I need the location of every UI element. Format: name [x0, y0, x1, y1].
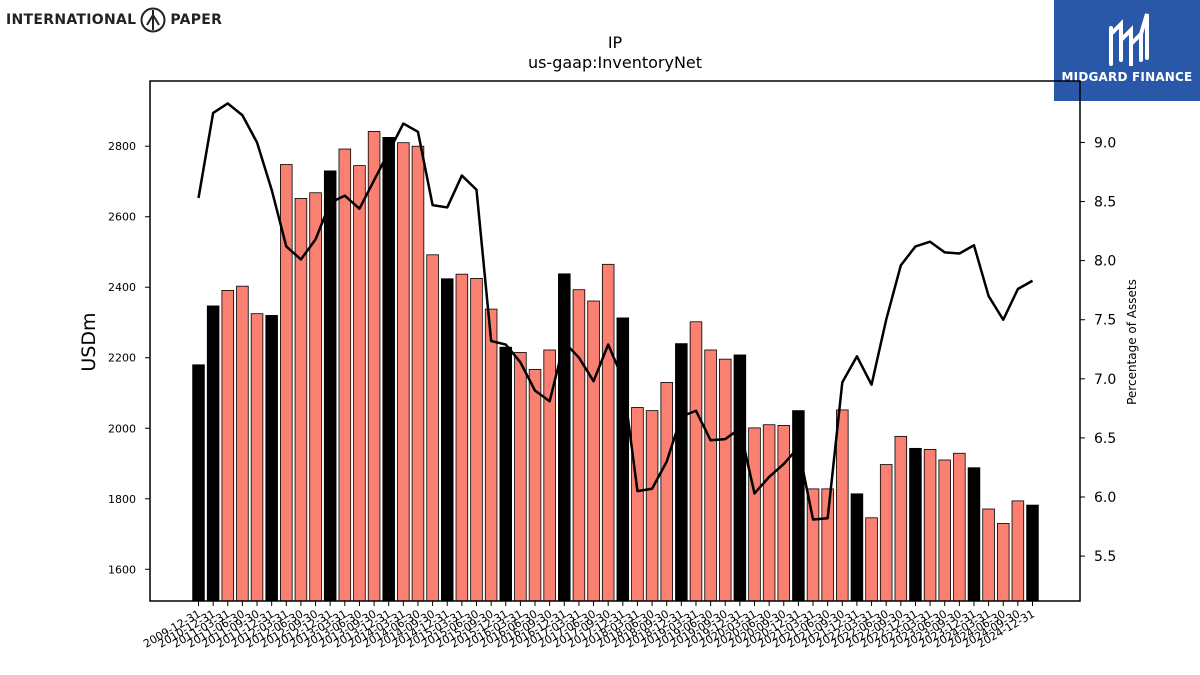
- bar-2022-12-31: [909, 447, 922, 602]
- bar-2024-12-31: [1026, 504, 1039, 602]
- left-tick-label: 2200: [108, 352, 136, 365]
- right-tick-label: 8.5: [1094, 195, 1116, 211]
- bar-2015-12-31: [499, 346, 513, 602]
- left-tick-label: 2000: [108, 422, 136, 435]
- right-tick-label: 6.0: [1094, 490, 1116, 506]
- right-tick-label: 6.5: [1094, 431, 1116, 447]
- bar-2014-12-31: [440, 278, 454, 602]
- bar-2015-06-30: [470, 278, 483, 602]
- y2-axis-label: Percentage of Assets: [1125, 279, 1139, 405]
- right-tick-label: 7.5: [1094, 313, 1116, 329]
- bar-2023-03-31: [923, 449, 937, 602]
- bar-2013-09-30: [367, 131, 381, 602]
- right-tick-label: 7.0: [1094, 372, 1116, 388]
- bar-2018-03-31: [631, 407, 644, 602]
- midgard-finance-logo-icon: [1109, 13, 1149, 68]
- bar-2021-06-30: [821, 488, 834, 602]
- bar-2013-12-31: [382, 137, 395, 602]
- plot-frame: [149, 80, 1081, 602]
- bar-2011-03-31: [221, 290, 235, 602]
- right-tick-label: 8.0: [1094, 254, 1116, 270]
- midgard-finance-badge: MIDGARD FINANCE: [1054, 0, 1200, 101]
- bar-2012-12-31: [323, 170, 337, 602]
- bar-2016-06-30: [528, 368, 542, 602]
- badge-text: MIDGARD FINANCE: [1061, 70, 1193, 84]
- brand-right-text: PAPER: [170, 12, 223, 28]
- chart-title: IP: [608, 33, 623, 52]
- international-paper-logo: INTERNATIONAL PAPER: [6, 6, 222, 34]
- bar-2023-12-31: [967, 467, 981, 602]
- right-tick-label: 5.5: [1094, 549, 1116, 565]
- left-tick-label: 1800: [108, 493, 136, 506]
- left-tick-label: 2400: [108, 281, 136, 294]
- percent-of-assets-line: [197, 102, 1034, 521]
- left-tick-label: 2600: [108, 211, 136, 224]
- bar-2020-06-30: [762, 424, 776, 602]
- bar-2023-09-30: [953, 452, 966, 602]
- bar-2011-06-30: [236, 285, 249, 602]
- bar-2010-12-31: [206, 305, 220, 602]
- bar-2019-12-31: [733, 354, 747, 602]
- left-tick-label: 2800: [108, 140, 136, 153]
- bar-2021-09-30: [836, 409, 849, 602]
- bar-2018-06-30: [645, 410, 659, 602]
- bar-2024-09-30: [1011, 500, 1025, 602]
- bar-2024-03-31: [982, 508, 995, 602]
- bar-2020-03-31: [748, 427, 761, 602]
- bar-2022-06-30: [879, 464, 893, 602]
- left-tick-label: 1600: [108, 563, 136, 576]
- bar-2018-09-30: [660, 382, 673, 602]
- bar-2012-09-30: [309, 192, 322, 602]
- bar-2011-09-30: [250, 313, 264, 602]
- bar-2017-09-30: [601, 263, 615, 602]
- right-axis-ticks: 5.5 6.0 6.5 7.0 7.5 8.0 8.5 9.0: [1080, 135, 1116, 565]
- bar-2015-03-31: [455, 273, 469, 602]
- bar-2014-03-31: [397, 142, 410, 602]
- bar-2009-12-31: [192, 364, 205, 602]
- bar-2014-09-30: [426, 254, 439, 602]
- bar-2021-03-31: [806, 488, 820, 602]
- bar-2022-03-31: [865, 517, 878, 602]
- bar-2019-09-30: [718, 358, 732, 602]
- bar-2015-09-30: [484, 308, 498, 602]
- bar-2022-09-30: [894, 435, 908, 602]
- bar-2017-12-31: [616, 317, 630, 602]
- x-axis-ticks: 2009-12-312010-12-312011-03-312011-06-30…: [141, 601, 1037, 651]
- bar-2019-06-30: [704, 349, 717, 602]
- bar-2016-12-31: [558, 273, 571, 602]
- bar-2023-06-30: [938, 459, 951, 602]
- bar-2011-12-31: [265, 315, 278, 602]
- left-axis-ticks: 1600 1800 2000 2200 2400 2600 2800: [108, 140, 150, 576]
- bar-2016-03-31: [514, 352, 527, 602]
- bar-2017-06-30: [587, 300, 600, 602]
- right-tick-label: 9.0: [1094, 135, 1116, 151]
- bar-2013-03-31: [338, 148, 352, 602]
- bar-2021-12-31: [850, 493, 864, 602]
- bar-2018-12-31: [675, 343, 688, 602]
- bar-2024-06-30: [996, 523, 1010, 602]
- bar-2019-03-31: [689, 321, 703, 602]
- chart-subtitle: us-gaap:InventoryNet: [528, 53, 702, 72]
- bar-2017-03-31: [572, 289, 586, 602]
- bar-2020-12-31: [792, 410, 805, 602]
- bar-2020-09-30: [777, 425, 791, 602]
- bar-2013-06-30: [353, 165, 366, 602]
- brand-left-text: INTERNATIONAL: [6, 12, 137, 28]
- international-paper-emblem-icon: [140, 7, 166, 33]
- bar-series: [192, 131, 1039, 602]
- bar-2014-06-30: [411, 145, 425, 602]
- y-axis-label: USDm: [78, 312, 100, 371]
